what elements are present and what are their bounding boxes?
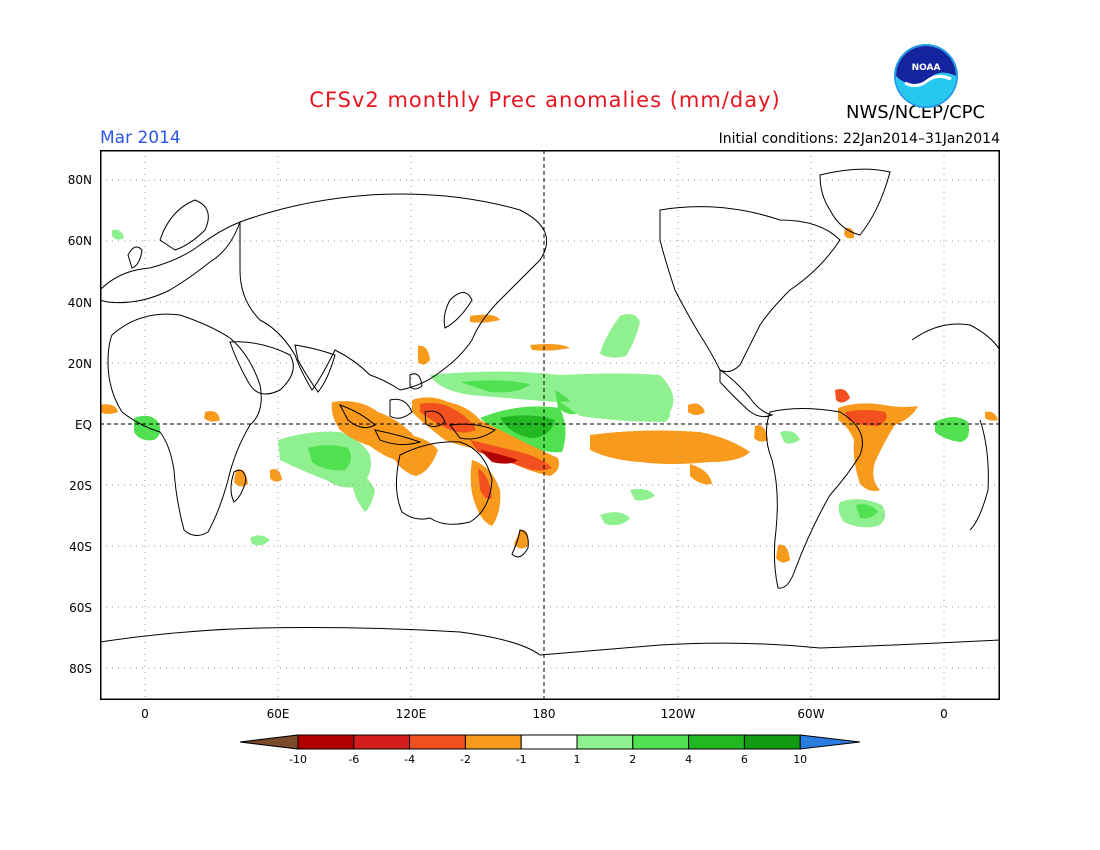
colorbar-bin xyxy=(409,734,466,750)
colorbar-bin xyxy=(353,734,411,750)
colorbar-label: 2 xyxy=(629,753,636,766)
coastlines xyxy=(100,168,1000,656)
colorbar-bin xyxy=(632,734,690,750)
lon-label: 60W xyxy=(797,707,825,721)
lat-label: 80S xyxy=(69,662,92,676)
chart-title: CFSv2 monthly Prec anomalies (mm/day) xyxy=(309,88,781,112)
colorbar-bin xyxy=(799,734,860,750)
colorbar-bin xyxy=(240,734,299,750)
lat-label: 20N xyxy=(67,357,92,371)
agency-label: NWS/NCEP/CPC xyxy=(846,102,986,123)
lat-label: EQ xyxy=(74,418,92,432)
colorbar-bin xyxy=(464,734,522,750)
colorbar-label: -10 xyxy=(289,753,307,766)
lon-label: 60E xyxy=(266,707,290,721)
colorbar-label: 4 xyxy=(685,753,692,766)
lat-label: 60S xyxy=(69,601,92,615)
colorbar-label: 10 xyxy=(793,753,807,766)
noaa-logo-icon: NOAA xyxy=(894,44,958,108)
colorbar-bin xyxy=(520,734,578,750)
lat-label: 40S xyxy=(69,540,92,554)
lat-label: 40N xyxy=(67,296,92,310)
lon-label: 180 xyxy=(532,707,556,721)
colorbar-label: -2 xyxy=(460,753,471,766)
lon-label: 0 xyxy=(940,707,948,721)
colorbar-bin xyxy=(743,734,801,750)
colorbar: -10 -6 -4 -2 -1 1 2 4 6 10 xyxy=(240,734,860,766)
colorbar-bin xyxy=(576,734,634,750)
logo-text: NOAA xyxy=(912,63,941,73)
lon-label: 0 xyxy=(141,707,149,721)
colorbar-bin xyxy=(688,734,745,750)
initial-conditions: Initial conditions: 22Jan2014–31Jan2014 xyxy=(718,131,1000,147)
colorbar-label: 1 xyxy=(574,753,581,766)
anomaly-map xyxy=(100,150,1000,700)
lon-label: 120W xyxy=(660,707,696,721)
colorbar-bin xyxy=(297,734,355,750)
equator-dateline xyxy=(100,150,1000,700)
grid-lines xyxy=(100,150,1000,700)
lat-label: 60N xyxy=(67,234,92,248)
colorbar-label: -1 xyxy=(516,753,527,766)
forecast-month: Mar 2014 xyxy=(100,128,181,148)
lat-label: 80N xyxy=(67,173,92,187)
colorbar-label: -6 xyxy=(348,753,359,766)
lon-label: 120E xyxy=(395,707,427,721)
anomaly-shading xyxy=(100,227,998,563)
lat-label: 20S xyxy=(69,479,92,493)
colorbar-label: -4 xyxy=(404,753,415,766)
colorbar-label: 6 xyxy=(741,753,748,766)
